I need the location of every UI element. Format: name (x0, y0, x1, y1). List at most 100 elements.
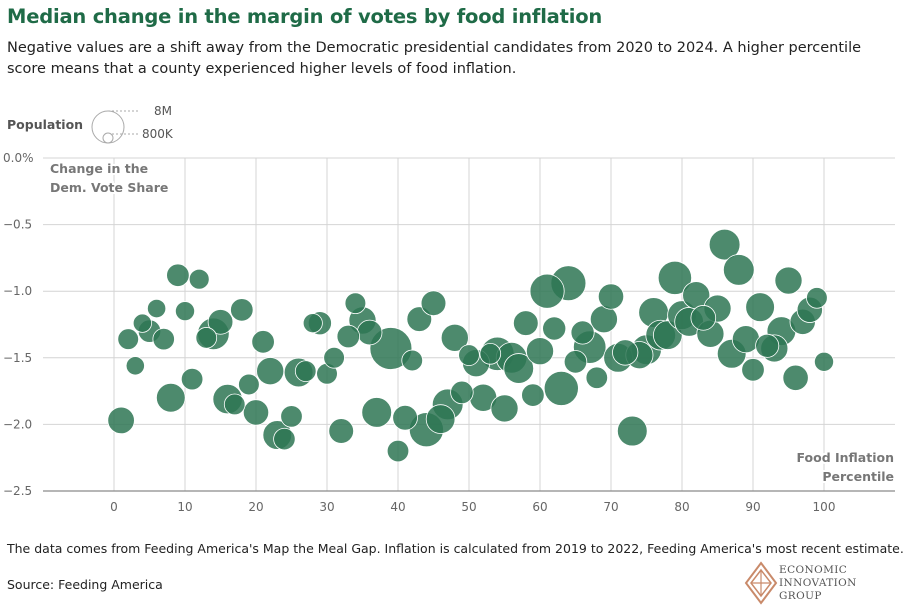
data-point (386, 439, 410, 463)
data-point (174, 301, 195, 322)
data-point (156, 382, 186, 413)
data-point (302, 313, 323, 334)
data-point (361, 397, 393, 428)
data-point (280, 405, 303, 428)
y-tick-label: 0.0% (3, 151, 34, 165)
data-point (450, 380, 474, 405)
x-tick-label: 90 (745, 500, 760, 514)
data-point (125, 356, 145, 376)
data-point (741, 358, 765, 382)
data-point (132, 313, 152, 333)
x-tick-label: 70 (603, 500, 618, 514)
data-point (526, 337, 555, 366)
population-legend (91, 110, 140, 144)
data-point (543, 370, 579, 406)
x-tick-label: 20 (248, 500, 263, 514)
data-point (420, 290, 447, 316)
data-point (356, 319, 383, 346)
y-tick-label: −1.0 (3, 284, 32, 298)
data-point (521, 383, 545, 407)
data-point (440, 323, 469, 352)
data-point (612, 339, 639, 366)
x-tick-label: 80 (674, 500, 689, 514)
data-point (563, 350, 588, 374)
data-point (166, 263, 190, 287)
data-point (230, 298, 254, 322)
x-tick-label: 50 (461, 500, 476, 514)
logo-line-3: GROUP (779, 590, 822, 602)
x-tick-label: 60 (532, 500, 547, 514)
data-point (708, 228, 741, 261)
data-point (597, 283, 625, 310)
legend-large-label: 8M (154, 104, 172, 118)
data-point (223, 393, 246, 416)
data-point (251, 330, 275, 354)
data-point (152, 327, 175, 351)
data-point (745, 292, 775, 322)
data-point (188, 268, 210, 290)
data-point (238, 373, 260, 396)
x-axis-title: Percentile (822, 469, 894, 484)
data-point (755, 333, 780, 358)
source-note: Source: Feeding America (7, 577, 163, 592)
data-point (425, 404, 456, 434)
data-point (458, 344, 480, 366)
page-subtitle: Negative values are a shift away from th… (7, 40, 862, 77)
logo-line-1: ECONOMIC (779, 564, 848, 576)
data-point (782, 364, 809, 391)
data-point (542, 316, 567, 341)
data-point (328, 418, 355, 444)
x-tick-label: 0 (110, 500, 118, 514)
data-point (657, 260, 693, 295)
data-point (107, 406, 135, 435)
data-point (323, 346, 345, 369)
data-point (722, 254, 755, 286)
data-point (392, 404, 418, 431)
legend-small-label: 800K (142, 127, 173, 141)
data-point (503, 353, 535, 384)
eig-logo-icon (744, 561, 778, 605)
data-point (207, 309, 234, 335)
logo-line-2: INNOVATION (779, 577, 857, 589)
footnote: The data comes from Feeding America's Ma… (7, 541, 904, 556)
data-point (774, 266, 803, 295)
data-point (401, 349, 424, 372)
legend-title: Population (7, 117, 84, 132)
data-point (117, 328, 139, 350)
data-point (336, 324, 361, 349)
y-axis-title: Change in the (50, 161, 148, 176)
y-tick-label: −2.0 (3, 417, 32, 431)
data-point (589, 305, 618, 334)
x-tick-label: 30 (319, 500, 334, 514)
data-point (344, 292, 367, 314)
data-point (195, 327, 218, 349)
y-tick-label: −0.5 (3, 218, 32, 232)
data-point (256, 357, 285, 386)
data-point (585, 366, 609, 389)
data-point (180, 367, 204, 391)
data-point (512, 310, 539, 336)
x-tick-label: 10 (177, 500, 192, 514)
data-point (242, 399, 270, 426)
data-point (616, 415, 648, 447)
data-point (806, 287, 828, 309)
data-point (490, 394, 519, 423)
data-point (570, 320, 595, 345)
x-axis-title: Food Inflation (796, 450, 894, 465)
legend-large-circle (91, 110, 125, 144)
page-title: Median change in the margin of votes by … (7, 5, 603, 28)
legend-small-circle (102, 132, 114, 144)
data-point (814, 351, 835, 372)
y-tick-label: −1.5 (3, 351, 32, 365)
y-tick-label: −2.5 (3, 484, 32, 498)
y-axis-title: Dem. Vote Share (50, 180, 168, 195)
data-point (147, 298, 167, 319)
data-point (731, 325, 760, 354)
data-point (690, 305, 717, 331)
eig-logo-text: ECONOMIC INNOVATION GROUP (779, 564, 857, 603)
data-point (529, 273, 565, 309)
x-tick-label: 40 (390, 500, 405, 514)
x-tick-label: 100 (813, 500, 836, 514)
data-point (273, 427, 296, 451)
